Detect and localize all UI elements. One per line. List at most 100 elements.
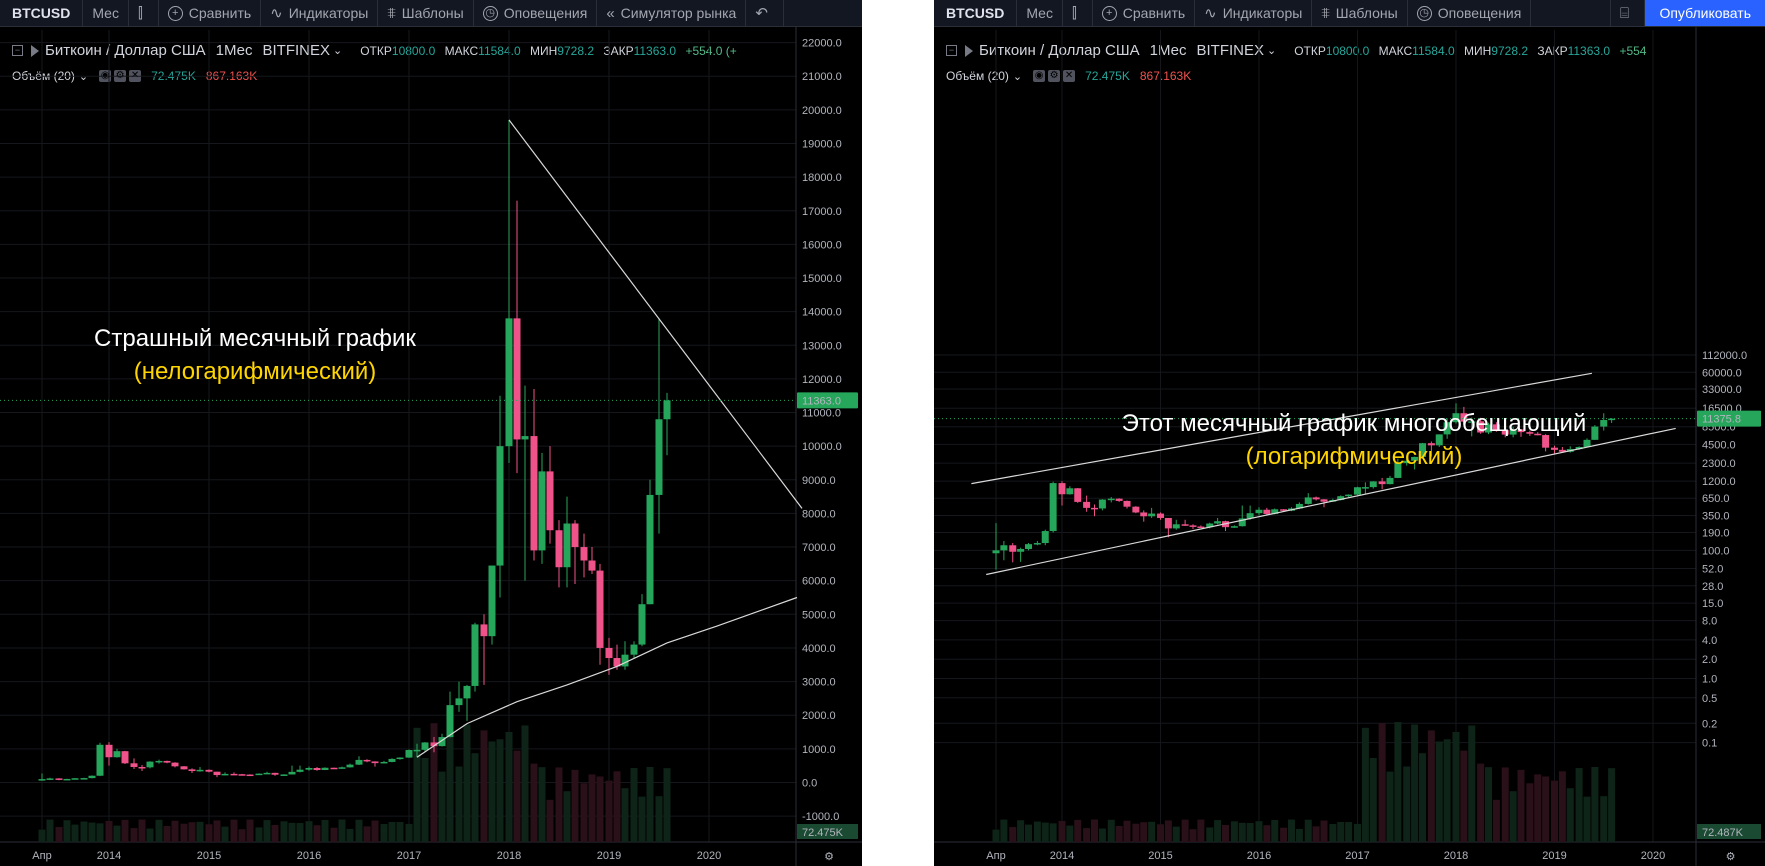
volume-bar bbox=[1009, 827, 1017, 842]
candle-body bbox=[1000, 545, 1008, 551]
volume-bar bbox=[1206, 827, 1214, 842]
volume-bar bbox=[505, 732, 513, 842]
series-legend: − Биткоин / Доллар США 1Мес BITFINEX ⌄ О… bbox=[946, 42, 1646, 59]
volume-bar bbox=[488, 741, 496, 842]
candle-body bbox=[1468, 421, 1476, 423]
symbol-search[interactable]: BTCUSD bbox=[934, 0, 1018, 26]
volume-bar bbox=[405, 823, 413, 842]
y-tick-label: 17000.0 bbox=[802, 206, 842, 218]
annotation-line-2: (логарифмический) bbox=[1245, 443, 1463, 470]
y-tick-label: 19000.0 bbox=[802, 138, 842, 150]
volume-bar bbox=[1468, 725, 1476, 842]
candle-body bbox=[138, 766, 146, 769]
compare-button[interactable]: + Сравнить bbox=[1093, 0, 1196, 26]
candle-body bbox=[1041, 531, 1049, 544]
close-icon[interactable]: ✕ bbox=[1063, 70, 1076, 82]
volume-value: 72.475K bbox=[1085, 69, 1130, 83]
chart-style-button[interactable]: ⫿ bbox=[129, 0, 159, 26]
chevron-down-icon[interactable]: ⌄ bbox=[1267, 45, 1277, 57]
volume-bar bbox=[46, 819, 54, 842]
templates-button[interactable]: ⩨ Шаблоны bbox=[1312, 0, 1408, 26]
candle-body bbox=[263, 772, 271, 775]
linear-chart-svg[interactable]: 22000.0 21000.0 20000.0 19000.0 18000.0 17000… bbox=[0, 0, 862, 866]
volume-ma-value: 867.163K bbox=[1139, 69, 1192, 83]
volume-bar bbox=[1509, 791, 1517, 842]
candle-body bbox=[1337, 496, 1345, 501]
volume-bar bbox=[1477, 763, 1485, 842]
log-chart-svg[interactable]: 112000.060000.033000.016500.08500.04500.… bbox=[934, 0, 1765, 866]
candle-body bbox=[1427, 443, 1435, 446]
chevron-down-icon[interactable]: ⌄ bbox=[1012, 70, 1023, 83]
candle-body bbox=[1452, 413, 1460, 423]
volume-bar bbox=[1485, 767, 1492, 842]
candle-body bbox=[605, 647, 613, 659]
volume-bar bbox=[1550, 780, 1558, 842]
alerts-button[interactable]: ◷ Оповещения bbox=[1408, 0, 1532, 26]
linear-chart-panel: BTCUSD Мес ⫿ + Сравнить ∿ Индикаторы ⩨ Шабл… bbox=[0, 0, 862, 866]
replay-button[interactable]: « Симулятор рынка bbox=[597, 0, 747, 26]
interval-button[interactable]: Мес bbox=[83, 0, 129, 26]
settings-icon[interactable]: ⚙ bbox=[1048, 70, 1061, 82]
alerts-label: Оповещения bbox=[1437, 5, 1522, 21]
last-price-label: 11363.0 bbox=[802, 395, 841, 407]
candle-body bbox=[221, 773, 229, 776]
candle-body bbox=[1501, 430, 1509, 435]
volume-bar bbox=[530, 763, 538, 842]
interval-button[interactable]: Мес bbox=[1017, 0, 1063, 26]
visibility-icon[interactable]: ◉ bbox=[1033, 70, 1046, 82]
log-chart-annotation: Этот месячный график многообещающий (лог… bbox=[1114, 407, 1594, 473]
candle-body bbox=[1320, 499, 1328, 502]
candle-body bbox=[238, 774, 246, 776]
volume-bar bbox=[446, 722, 454, 842]
annotation-line-2: (нелогарифмический) bbox=[133, 358, 377, 385]
volume-bar bbox=[80, 821, 88, 842]
volume-bar bbox=[1526, 783, 1534, 842]
candle-body bbox=[1542, 435, 1550, 448]
flag-icon[interactable] bbox=[31, 44, 39, 57]
volume-bar bbox=[1575, 768, 1583, 842]
top-toolbar: BTCUSD Мес ⫿ + Сравнить ∿ Индикаторы ⩨ Шабл… bbox=[934, 0, 1765, 27]
indicators-button[interactable]: ∿ Индикаторы bbox=[261, 0, 379, 26]
candle-body bbox=[1312, 497, 1320, 500]
templates-icon: ⩨ bbox=[387, 4, 396, 22]
compare-label: Сравнить bbox=[188, 5, 252, 21]
chart-style-button[interactable]: ⫿ bbox=[1063, 0, 1093, 26]
volume-bar bbox=[438, 771, 446, 842]
volume-bar bbox=[1148, 821, 1156, 842]
volume-bar bbox=[288, 822, 296, 842]
compare-button[interactable]: + Сравнить bbox=[159, 0, 262, 26]
snapshot-button[interactable]: ⌸ bbox=[1609, 0, 1645, 26]
candle-body bbox=[63, 778, 71, 781]
candle-body bbox=[555, 530, 563, 568]
volume-bar bbox=[71, 824, 79, 842]
undo-button[interactable]: ↶ bbox=[746, 0, 784, 26]
indicators-button[interactable]: ∿ Индикаторы bbox=[1195, 0, 1313, 26]
collapse-icon[interactable]: − bbox=[12, 45, 23, 56]
y-tick-label: 0.5 bbox=[1702, 693, 1717, 705]
chevron-down-icon[interactable]: ⌄ bbox=[333, 45, 343, 57]
y-tick-label: 60000.0 bbox=[1702, 367, 1742, 379]
candle-body bbox=[992, 550, 1000, 554]
rewind-icon: « bbox=[606, 4, 615, 22]
candle-body bbox=[1214, 521, 1222, 524]
volume-bar bbox=[155, 819, 163, 842]
y-tick-label: 350.0 bbox=[1702, 510, 1730, 522]
collapse-icon[interactable]: − bbox=[946, 45, 957, 56]
publish-button[interactable]: Опубликовать bbox=[1645, 0, 1765, 26]
flag-icon[interactable] bbox=[965, 44, 973, 57]
volume-bar bbox=[413, 727, 421, 842]
candle-body bbox=[521, 436, 529, 440]
low-label: МИН bbox=[1464, 43, 1492, 58]
alerts-button[interactable]: ◷ Оповещения bbox=[474, 0, 598, 26]
volume-bar bbox=[63, 820, 71, 842]
last-price-badge bbox=[1697, 410, 1761, 427]
symbol-search[interactable]: BTCUSD bbox=[0, 0, 84, 26]
x-tick-label: 2016 bbox=[1247, 850, 1271, 862]
candle-body bbox=[1600, 420, 1608, 427]
low-value: 9728.2 bbox=[1491, 43, 1528, 58]
candle-body bbox=[271, 772, 279, 775]
candle-body bbox=[1140, 512, 1148, 517]
templates-button[interactable]: ⩨ Шаблоны bbox=[378, 0, 474, 26]
volume-bar bbox=[346, 828, 354, 842]
candle-body bbox=[1345, 494, 1353, 497]
